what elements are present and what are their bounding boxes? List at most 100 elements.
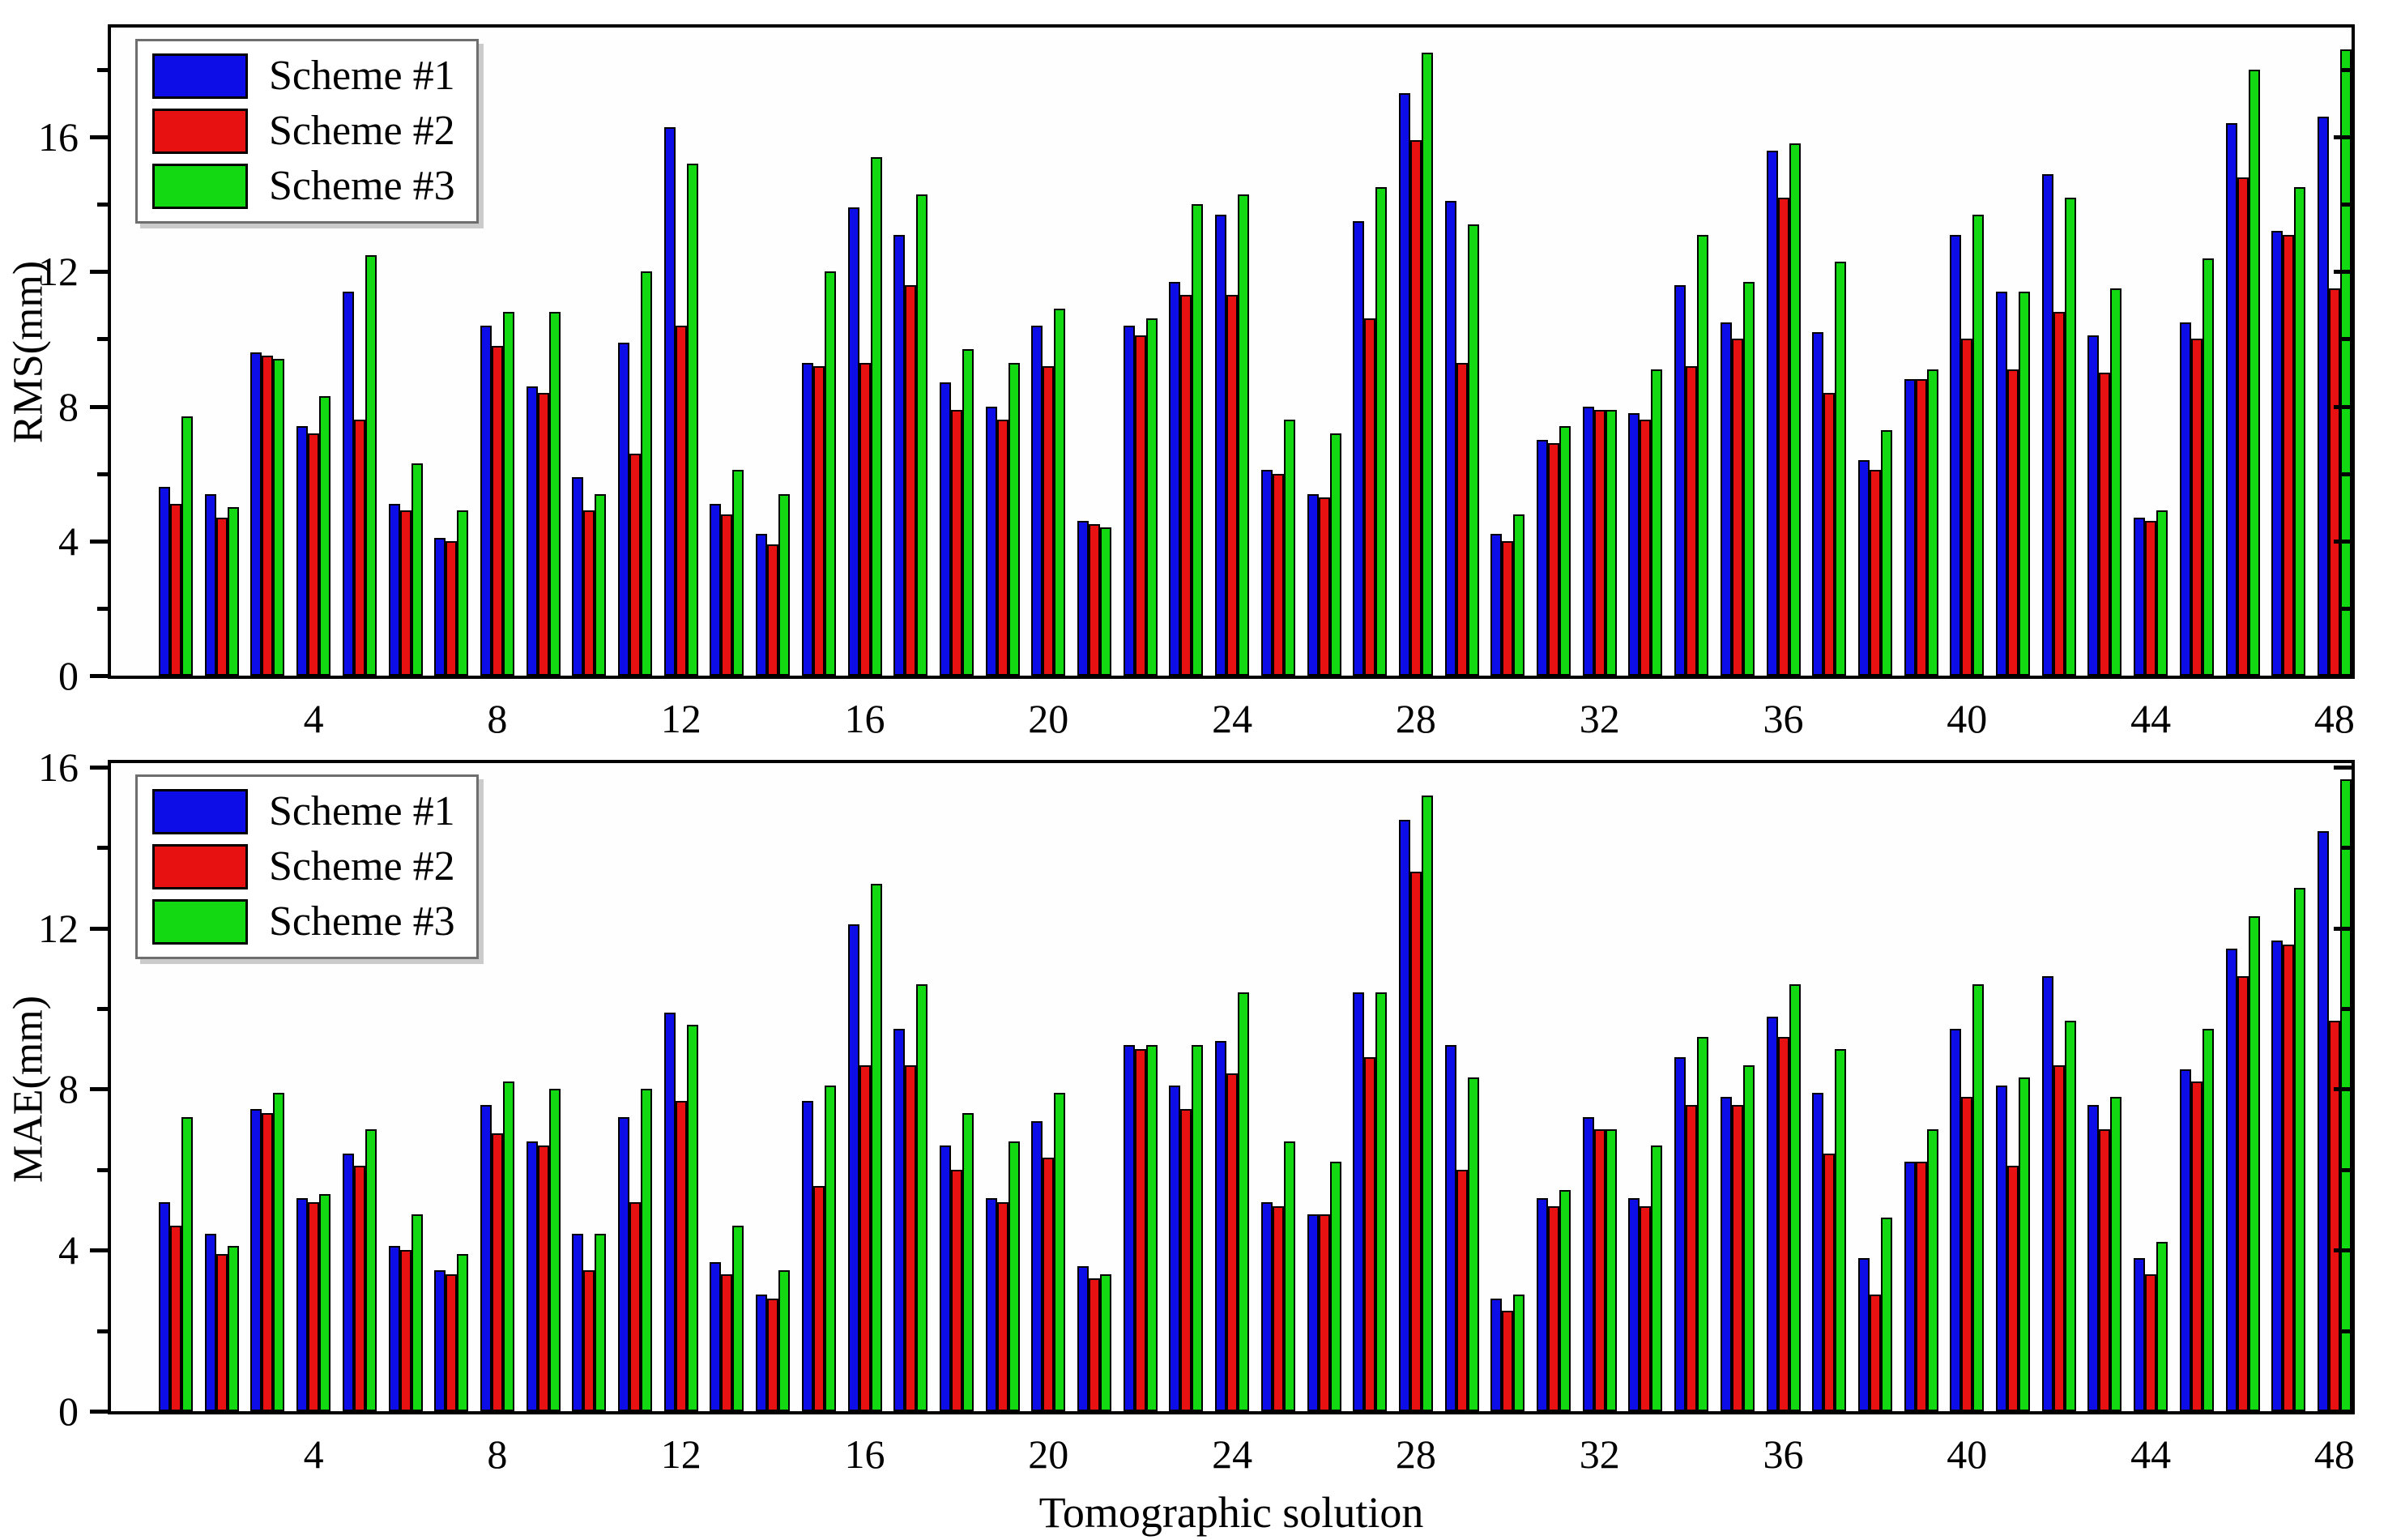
legend-label: Scheme #3 bbox=[269, 163, 455, 209]
x-tick-label: 48 bbox=[2313, 1431, 2355, 1477]
legend-label: Scheme #3 bbox=[269, 898, 455, 945]
x-tick-label: 48 bbox=[2313, 696, 2355, 741]
bar bbox=[1100, 527, 1111, 676]
y-tick bbox=[2341, 67, 2352, 72]
bar bbox=[491, 345, 503, 676]
bar bbox=[2145, 1274, 2157, 1411]
bar bbox=[342, 1153, 354, 1411]
bar bbox=[1904, 1161, 1916, 1411]
bar bbox=[1857, 460, 1870, 676]
bar bbox=[480, 325, 492, 676]
y-tick bbox=[90, 1087, 108, 1092]
legend-label: Scheme #1 bbox=[269, 53, 455, 99]
bar bbox=[1329, 1161, 1341, 1411]
bar bbox=[583, 510, 595, 676]
bar bbox=[526, 386, 538, 676]
legend-label: Scheme #2 bbox=[269, 108, 455, 154]
bar bbox=[1272, 473, 1284, 676]
bar bbox=[308, 433, 320, 676]
bar bbox=[1651, 1145, 1663, 1411]
bar bbox=[1169, 281, 1181, 676]
bar bbox=[1409, 872, 1422, 1411]
bar bbox=[2237, 177, 2249, 676]
bar bbox=[1444, 1044, 1456, 1411]
bar bbox=[1283, 420, 1295, 676]
bar bbox=[1789, 984, 1801, 1411]
bar bbox=[159, 1201, 170, 1411]
bar bbox=[1077, 1266, 1089, 1411]
bar bbox=[502, 1081, 514, 1411]
bar bbox=[457, 1254, 469, 1411]
bar bbox=[1605, 409, 1617, 676]
y-tick bbox=[90, 674, 108, 678]
bar bbox=[1375, 992, 1388, 1411]
y-tick bbox=[2341, 1329, 2352, 1333]
x-tick-label: 44 bbox=[2130, 696, 2172, 741]
bar bbox=[1398, 93, 1410, 676]
y-tick bbox=[97, 1167, 108, 1172]
mae-legend: Scheme #1 Scheme #2 Scheme #3 bbox=[135, 774, 479, 959]
bar bbox=[1364, 1056, 1376, 1411]
mae-plot-area: 0 4 8 12 16 Scheme #1 Scheme #2 Scheme #3 bbox=[38, 747, 2355, 1431]
bar bbox=[1513, 1294, 1525, 1411]
bar bbox=[1272, 1205, 1284, 1411]
bar bbox=[215, 517, 228, 676]
bar bbox=[618, 1117, 629, 1411]
y-tick bbox=[2334, 135, 2352, 140]
bar bbox=[1502, 1310, 1514, 1411]
bar bbox=[2225, 123, 2237, 676]
bar bbox=[2328, 1021, 2340, 1411]
bar bbox=[893, 234, 906, 676]
bar bbox=[537, 392, 549, 676]
bar bbox=[1880, 429, 1892, 676]
bar bbox=[2041, 173, 2053, 676]
bar bbox=[2156, 510, 2168, 676]
bar bbox=[250, 352, 262, 676]
y-tick-label: 8 bbox=[58, 383, 79, 429]
legend-item: Scheme #3 bbox=[152, 163, 455, 210]
bar bbox=[996, 1201, 1009, 1411]
bar bbox=[2099, 1129, 2111, 1411]
bar bbox=[1260, 470, 1273, 676]
bar bbox=[1582, 1117, 1594, 1411]
bar bbox=[1628, 412, 1640, 676]
bar bbox=[1537, 1197, 1548, 1411]
bar bbox=[181, 1117, 193, 1411]
bar bbox=[939, 1145, 951, 1411]
legend-swatch-2 bbox=[152, 109, 248, 154]
bar bbox=[1548, 1205, 1559, 1411]
bar bbox=[950, 1169, 962, 1411]
bar bbox=[1766, 150, 1778, 676]
bar bbox=[1169, 1085, 1181, 1411]
bar bbox=[1950, 1028, 1962, 1411]
y-tick bbox=[2334, 404, 2352, 409]
bar bbox=[1375, 187, 1388, 676]
bar bbox=[1593, 409, 1606, 676]
bar bbox=[824, 271, 836, 676]
bar bbox=[1145, 318, 1158, 676]
bar bbox=[2317, 117, 2329, 676]
bar bbox=[1226, 1073, 1239, 1411]
bar bbox=[227, 507, 239, 676]
x-tick-label: 24 bbox=[1212, 696, 1253, 741]
bar bbox=[1720, 1097, 1732, 1411]
bar bbox=[1766, 1017, 1778, 1411]
bar bbox=[1605, 1129, 1617, 1411]
bar bbox=[2099, 372, 2111, 676]
bar bbox=[1628, 1197, 1640, 1411]
bar bbox=[1180, 1109, 1192, 1411]
x-tick-label: 8 bbox=[487, 1431, 508, 1477]
bar bbox=[2283, 944, 2295, 1411]
bar bbox=[1192, 204, 1204, 676]
legend-item: Scheme #2 bbox=[152, 108, 455, 155]
y-tick bbox=[2334, 1248, 2352, 1253]
bar bbox=[1490, 534, 1503, 676]
bar bbox=[159, 487, 170, 676]
bar bbox=[1145, 1044, 1158, 1411]
x-tick-label: 24 bbox=[1212, 1431, 1253, 1477]
bar bbox=[204, 1234, 216, 1411]
bar bbox=[204, 493, 216, 676]
bar bbox=[365, 254, 377, 676]
bar bbox=[1720, 322, 1732, 676]
bar bbox=[1915, 1161, 1927, 1411]
